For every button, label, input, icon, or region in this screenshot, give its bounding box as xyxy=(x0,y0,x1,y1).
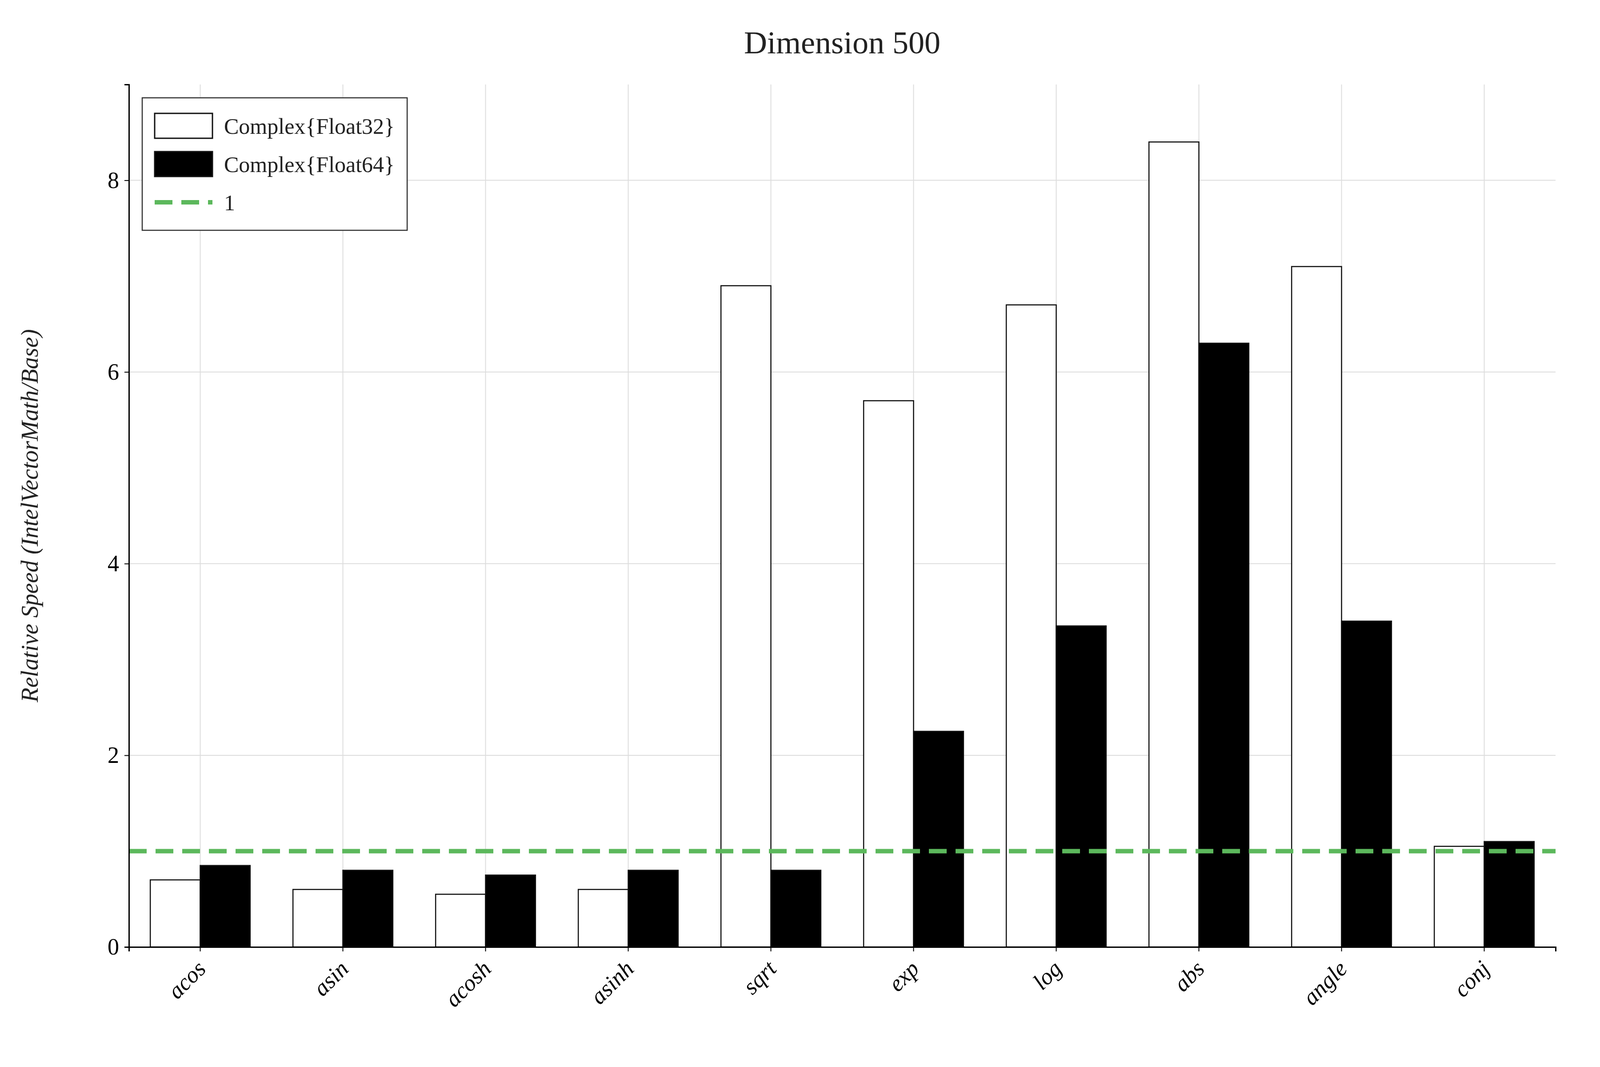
series xyxy=(150,141,1484,947)
grid xyxy=(128,84,1556,947)
tick-mark xyxy=(485,946,487,952)
tick-mark xyxy=(124,180,129,181)
tick: acosh xyxy=(440,946,496,1012)
tick: conj xyxy=(1448,946,1495,1002)
legend-frame xyxy=(142,97,408,231)
tick-mark xyxy=(342,946,344,952)
tick-label: 2 xyxy=(107,742,120,768)
bar xyxy=(1484,841,1535,947)
tick-mark xyxy=(913,946,915,952)
tick-label: 6 xyxy=(107,359,120,385)
bar xyxy=(150,879,200,947)
tick: 6 xyxy=(107,359,129,385)
axis-line xyxy=(124,84,130,948)
tick: 2 xyxy=(107,742,129,768)
tick: asin xyxy=(308,946,354,1001)
axis-title: Relative Speed (IntelVectorMath/Base) xyxy=(16,328,44,703)
tick: sqrt xyxy=(737,946,782,999)
tick: angle xyxy=(1297,946,1352,1010)
grid-line-x xyxy=(485,84,487,947)
tick: 4 xyxy=(107,550,129,576)
tick-mark xyxy=(124,563,129,564)
tick: log xyxy=(1028,946,1067,995)
legend-label: Complex{Float64} xyxy=(224,152,395,177)
legend-swatch xyxy=(154,200,213,205)
bar xyxy=(200,865,251,947)
tick: 0 xyxy=(107,933,129,960)
legend-swatch xyxy=(154,113,213,139)
chart: 0 2 4 6 8 acos asin acosh asinh sqrt exp log abs angl… xyxy=(0,0,1600,1067)
tick: 8 xyxy=(107,167,129,193)
reference-line xyxy=(128,848,1556,853)
tick-mark xyxy=(628,946,629,952)
tick: asinh xyxy=(585,946,639,1009)
tick-mark xyxy=(124,371,129,373)
bar xyxy=(435,893,486,947)
legend-item: 1 xyxy=(154,190,236,216)
tick-mark xyxy=(770,946,772,952)
title: Dimension 500 xyxy=(744,24,941,61)
tick-mark xyxy=(1198,946,1200,952)
bar xyxy=(863,400,914,947)
tick: acos xyxy=(162,946,211,1004)
tick-mark xyxy=(200,946,201,952)
bar xyxy=(1341,620,1392,947)
bar xyxy=(485,874,536,947)
bar xyxy=(1199,343,1249,947)
bar xyxy=(1056,625,1107,947)
tick-label: 0 xyxy=(107,933,120,960)
bar xyxy=(913,731,964,947)
tick-label: angle xyxy=(1297,955,1352,1010)
bar xyxy=(578,889,628,947)
tick-mark xyxy=(124,946,129,948)
series xyxy=(200,343,1535,947)
legend-label: Complex{Float32} xyxy=(224,113,395,139)
tick-label: exp xyxy=(883,955,924,996)
y-axis: 0 2 4 6 8 xyxy=(107,84,130,960)
tick-label: acosh xyxy=(440,955,496,1012)
plot: 0 2 4 6 8 acos asin acosh asinh sqrt exp log abs angl… xyxy=(107,84,1556,1012)
tick-mark xyxy=(124,754,129,756)
bar xyxy=(292,889,343,947)
bar xyxy=(1148,141,1199,947)
tick-label: log xyxy=(1028,955,1067,995)
tick-label: asin xyxy=(308,955,354,1001)
bar xyxy=(1434,846,1484,947)
bar xyxy=(628,870,679,947)
marks xyxy=(128,141,1556,947)
tick-mark xyxy=(1341,946,1343,952)
tick-label: acos xyxy=(162,955,211,1004)
axis-line xyxy=(129,947,1556,952)
tick-label: abs xyxy=(1168,955,1209,996)
tick: abs xyxy=(1168,946,1209,996)
tick-label: conj xyxy=(1448,955,1495,1002)
x-axis: acos asin acosh asinh sqrt exp log abs angle conj xyxy=(129,946,1556,1012)
tick-label: sqrt xyxy=(737,955,782,1000)
grid-line-x xyxy=(628,84,629,947)
legend-item: Complex{Float32} xyxy=(154,113,395,139)
bar xyxy=(771,870,821,947)
grid-line-x xyxy=(1484,84,1485,947)
tick: exp xyxy=(883,946,924,996)
legend: Complex{Float32} Complex{Float64} 1 xyxy=(142,97,408,231)
tick-mark xyxy=(1056,946,1057,952)
tick-mark xyxy=(1484,946,1485,952)
tick-label: 4 xyxy=(107,550,120,576)
tick-label: asinh xyxy=(585,955,639,1009)
legend-item: Complex{Float64} xyxy=(154,151,395,177)
bar xyxy=(720,285,771,947)
legend-label: 1 xyxy=(224,190,236,216)
bar xyxy=(343,870,393,947)
legend-swatch xyxy=(154,151,213,177)
tick-label: 8 xyxy=(107,167,120,193)
bar xyxy=(1291,266,1342,947)
